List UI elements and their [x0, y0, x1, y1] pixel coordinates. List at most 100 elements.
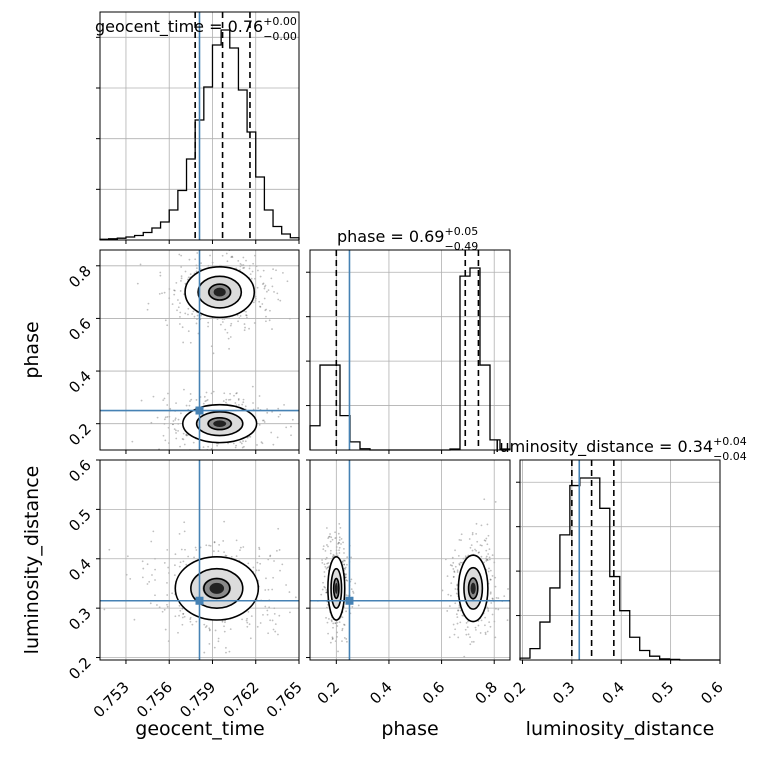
sample-point [252, 566, 255, 569]
sample-point [225, 401, 227, 404]
sample-point [325, 589, 328, 591]
sample-point [173, 428, 176, 431]
sample-point [242, 401, 245, 404]
sample-point [329, 641, 332, 644]
sample-point [103, 608, 106, 611]
sample-point [276, 292, 279, 295]
sample-point [251, 385, 254, 388]
sample-point [181, 326, 184, 329]
sample-point [469, 643, 472, 646]
sample-point [174, 418, 177, 421]
sample-point [257, 407, 260, 409]
sample-point [156, 604, 158, 606]
sample-point [241, 403, 244, 406]
sample-point [166, 416, 169, 418]
sample-point [131, 440, 134, 443]
sample-point [488, 548, 491, 551]
sample-point [225, 252, 228, 255]
sample-point [182, 432, 185, 435]
sample-point [262, 614, 264, 616]
sample-point [491, 613, 494, 616]
sample-point [210, 447, 213, 450]
sample-point [228, 650, 231, 653]
sample-point [332, 626, 334, 629]
sample-point [449, 564, 452, 566]
sample-point [246, 621, 249, 624]
sample-point [460, 539, 462, 542]
sample-point [190, 398, 193, 401]
sample-point [141, 560, 144, 563]
sample-point [338, 546, 341, 549]
sample-point [274, 630, 277, 633]
sample-point [345, 610, 348, 613]
sample-point [167, 566, 170, 569]
sample-point [192, 457, 194, 459]
sample-point [214, 629, 217, 632]
sample-point [225, 651, 227, 654]
sample-point [178, 565, 181, 568]
title-lower-error: −0.04 [713, 450, 747, 463]
sample-point [205, 399, 208, 402]
contour-level [327, 555, 346, 621]
x-tick-label: 0.2 [314, 678, 344, 708]
y-tick-label: 0.6 [65, 456, 95, 486]
sample-point [195, 267, 198, 269]
sample-point [247, 562, 250, 565]
sample-point [497, 597, 500, 600]
sample-point [259, 622, 262, 624]
sample-point [139, 263, 142, 266]
sample-point [206, 398, 209, 401]
sample-point [262, 282, 265, 285]
sample-point [452, 561, 455, 564]
sample-point [235, 444, 238, 447]
sample-point [250, 615, 253, 618]
sample-point [468, 538, 471, 540]
sample-point [239, 315, 242, 317]
sample-point [262, 419, 265, 422]
sample-point [263, 297, 266, 300]
sample-point [126, 555, 129, 558]
sample-point [195, 549, 198, 551]
sample-point [282, 271, 284, 274]
sample-point [491, 597, 494, 600]
sample-point [290, 425, 292, 428]
sample-point [152, 395, 155, 398]
sample-point [163, 608, 166, 611]
panel-frame [99, 249, 300, 451]
contour-level [208, 283, 232, 301]
sample-point [477, 551, 480, 554]
contour-level [190, 567, 244, 609]
sample-point [244, 326, 246, 329]
sample-point [227, 245, 229, 247]
y-tick-label: 0.2 [65, 654, 95, 684]
sample-point [449, 594, 452, 597]
sample-point [108, 548, 111, 551]
sample-point [178, 253, 181, 256]
sample-point [177, 429, 179, 432]
sample-point [184, 548, 186, 551]
title-lower-error: −0.00 [263, 30, 297, 43]
sample-point [467, 633, 470, 636]
sample-point [266, 408, 268, 410]
sample-point [223, 520, 226, 523]
sample-point [454, 588, 457, 590]
sample-point [271, 328, 273, 330]
sample-point [273, 612, 276, 615]
sample-point [345, 579, 348, 581]
sample-point [179, 561, 182, 564]
sample-point [189, 393, 192, 395]
sample-point [247, 610, 250, 613]
sample-point [464, 628, 467, 631]
sample-point [192, 441, 195, 444]
sample-point [231, 255, 233, 258]
sample-point [217, 637, 220, 640]
sample-point [222, 540, 225, 542]
sample-point [471, 640, 473, 643]
sample-point [180, 280, 182, 282]
sample-point [453, 570, 456, 573]
sample-point [338, 621, 341, 624]
sample-point [150, 421, 153, 424]
sample-point [328, 535, 331, 538]
sample-point [325, 567, 328, 570]
sample-point [179, 315, 181, 318]
